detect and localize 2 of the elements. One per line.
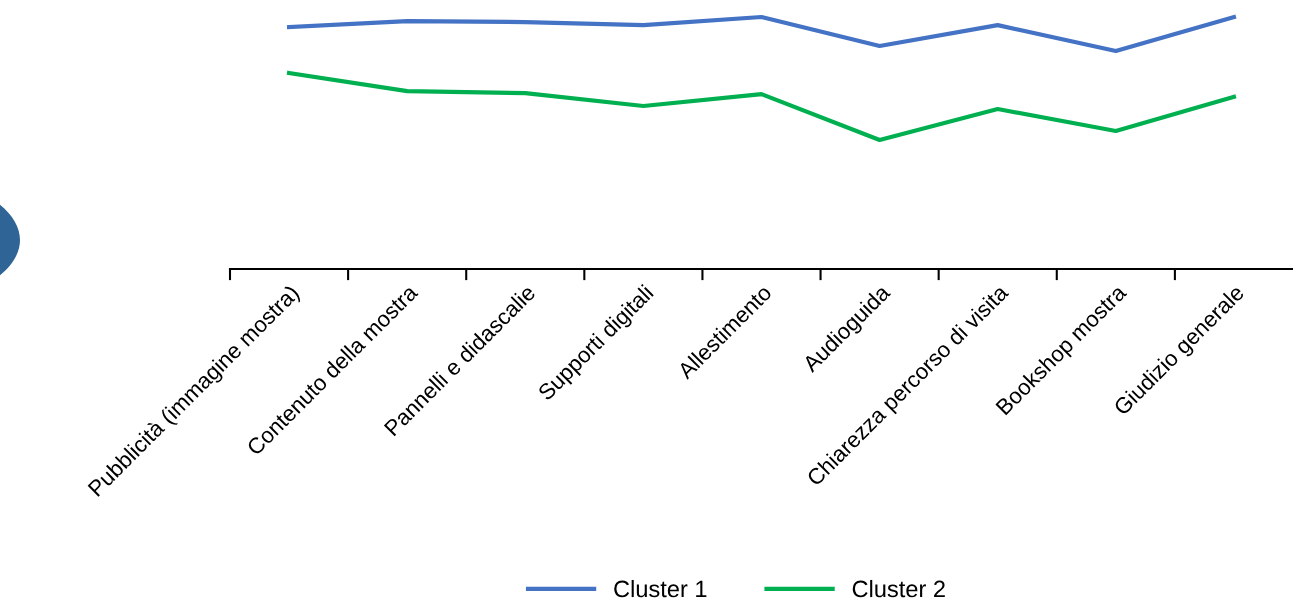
legend-label: Cluster 2 [852, 579, 945, 598]
legend-label: Cluster 1 [614, 579, 707, 598]
